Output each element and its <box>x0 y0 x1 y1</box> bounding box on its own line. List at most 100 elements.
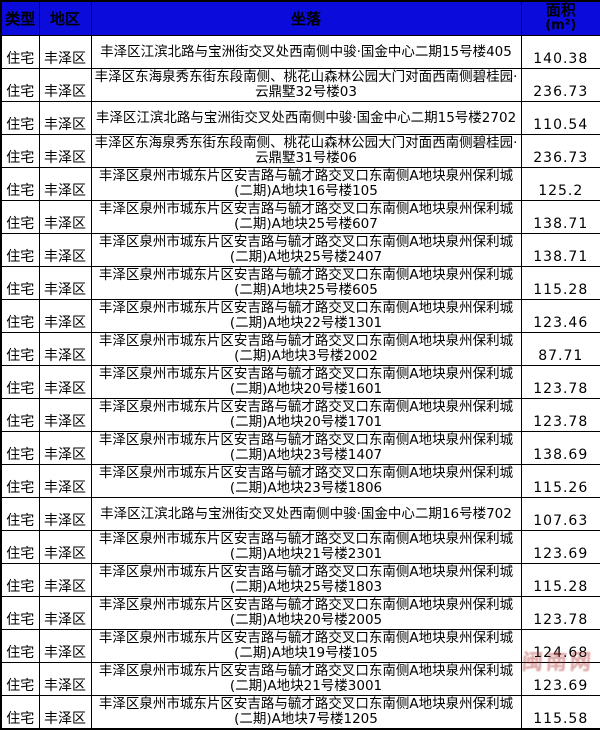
table-row: 住宅 丰泽区 丰泽区泉州市城东片区安吉路与毓才路交叉口东南侧A地块泉州保利城(二期)… <box>0 398 600 432</box>
cell-district: 丰泽区 <box>38 68 92 102</box>
table-row: 住宅 丰泽区 丰泽区江滨北路与宝洲街交叉处西南侧中骏·国金中心二期16号楼702 10… <box>0 497 600 531</box>
header-type: 类型 <box>0 0 40 36</box>
cell-location: 丰泽区泉州市城东片区安吉路与毓才路交叉口东南侧A地块泉州保利城(二期)A地块22… <box>90 299 522 333</box>
cell-district: 丰泽区 <box>38 530 92 564</box>
table-row: 住宅 丰泽区 丰泽区泉州市城东片区安吉路与毓才路交叉口东南侧A地块泉州保利城(二期)… <box>0 167 600 201</box>
table-row: 住宅 丰泽区 丰泽区东海泉秀东街东段南侧、桃花山森林公园大门对面西南侧碧桂园·云鼎墅… <box>0 68 600 102</box>
cell-type: 住宅 <box>0 134 40 168</box>
cell-location: 丰泽区江滨北路与宝洲街交叉处西南侧中骏·国金中心二期15号楼2702 <box>90 101 522 135</box>
cell-location: 丰泽区泉州市城东片区安吉路与毓才路交叉口东南侧A地块泉州保利城(二期)A地块20… <box>90 596 522 630</box>
table-row: 住宅 丰泽区 丰泽区泉州市城东片区安吉路与毓才路交叉口东南侧A地块泉州保利城(二期)… <box>0 431 600 465</box>
cell-location: 丰泽区泉州市城东片区安吉路与毓才路交叉口东南侧A地块泉州保利城(二期)A地块20… <box>90 365 522 399</box>
cell-district: 丰泽区 <box>38 365 92 399</box>
cell-district: 丰泽区 <box>38 101 92 135</box>
cell-area: 123.78 <box>520 365 600 399</box>
cell-area: 138.71 <box>520 200 600 234</box>
table-row: 住宅 丰泽区 丰泽区泉州市城东片区安吉路与毓才路交叉口东南侧A地块泉州保利城(二期)… <box>0 629 600 663</box>
cell-location: 丰泽区泉州市城东片区安吉路与毓才路交叉口东南侧A地块泉州保利城(二期)A地块20… <box>90 398 522 432</box>
header-district: 地区 <box>38 0 92 36</box>
header-area-line2: (m²) <box>545 18 577 33</box>
cell-type: 住宅 <box>0 629 40 663</box>
table-row: 住宅 丰泽区 丰泽区泉州市城东片区安吉路与毓才路交叉口东南侧A地块泉州保利城(二期)… <box>0 200 600 234</box>
cell-district: 丰泽区 <box>38 398 92 432</box>
cell-type: 住宅 <box>0 332 40 366</box>
cell-location: 丰泽区泉州市城东片区安吉路与毓才路交叉口东南侧A地块泉州保利城(二期)A地块21… <box>90 530 522 564</box>
table-row: 住宅 丰泽区 丰泽区泉州市城东片区安吉路与毓才路交叉口东南侧A地块泉州保利城(二期)… <box>0 233 600 267</box>
cell-type: 住宅 <box>0 497 40 531</box>
cell-type: 住宅 <box>0 233 40 267</box>
cell-area: 115.26 <box>520 464 600 498</box>
cell-type: 住宅 <box>0 596 40 630</box>
cell-district: 丰泽区 <box>38 464 92 498</box>
cell-district: 丰泽区 <box>38 497 92 531</box>
cell-location: 丰泽区东海泉秀东街东段南侧、桃花山森林公园大门对面西南侧碧桂园·云鼎墅32号楼0… <box>90 68 522 102</box>
table-row: 住宅 丰泽区 丰泽区泉州市城东片区安吉路与毓才路交叉口东南侧A地块泉州保利城(二期)… <box>0 266 600 300</box>
cell-location: 丰泽区江滨北路与宝洲街交叉处西南侧中骏·国金中心二期15号楼405 <box>90 35 522 69</box>
table-row: 住宅 丰泽区 丰泽区泉州市城东片区安吉路与毓才路交叉口东南侧A地块泉州保利城(二期)… <box>0 530 600 564</box>
cell-type: 住宅 <box>0 167 40 201</box>
cell-location: 丰泽区泉州市城东片区安吉路与毓才路交叉口东南侧A地块泉州保利城(二期)A地块25… <box>90 266 522 300</box>
cell-district: 丰泽区 <box>38 266 92 300</box>
table-row: 住宅 丰泽区 丰泽区泉州市城东片区安吉路与毓才路交叉口东南侧A地块泉州保利城(二期)… <box>0 596 600 630</box>
cell-location: 丰泽区东海泉秀东街东段南侧、桃花山森林公园大门对面西南侧碧桂园·云鼎墅31号楼0… <box>90 134 522 168</box>
table-row: 住宅 丰泽区 丰泽区泉州市城东片区安吉路与毓才路交叉口东南侧A地块泉州保利城(二期)… <box>0 332 600 366</box>
table-row: 住宅 丰泽区 丰泽区泉州市城东片区安吉路与毓才路交叉口东南侧A地块泉州保利城(二期)… <box>0 695 600 730</box>
cell-location: 丰泽区江滨北路与宝洲街交叉处西南侧中骏·国金中心二期16号楼702 <box>90 497 522 531</box>
cell-location: 丰泽区泉州市城东片区安吉路与毓才路交叉口东南侧A地块泉州保利城(二期)A地块23… <box>90 431 522 465</box>
cell-type: 住宅 <box>0 563 40 597</box>
cell-type: 住宅 <box>0 266 40 300</box>
cell-type: 住宅 <box>0 530 40 564</box>
cell-location: 丰泽区泉州市城东片区安吉路与毓才路交叉口东南侧A地块泉州保利城(二期)A地块21… <box>90 662 522 696</box>
cell-area: 110.54 <box>520 101 600 135</box>
cell-district: 丰泽区 <box>38 662 92 696</box>
cell-district: 丰泽区 <box>38 200 92 234</box>
cell-type: 住宅 <box>0 35 40 69</box>
cell-type: 住宅 <box>0 200 40 234</box>
cell-type: 住宅 <box>0 431 40 465</box>
cell-type: 住宅 <box>0 101 40 135</box>
cell-type: 住宅 <box>0 398 40 432</box>
cell-district: 丰泽区 <box>38 299 92 333</box>
cell-area: 138.69 <box>520 431 600 465</box>
cell-type: 住宅 <box>0 695 40 730</box>
cell-type: 住宅 <box>0 299 40 333</box>
cell-area: 107.63 <box>520 497 600 531</box>
table-row: 住宅 丰泽区 丰泽区泉州市城东片区安吉路与毓才路交叉口东南侧A地块泉州保利城(二期)… <box>0 563 600 597</box>
cell-district: 丰泽区 <box>38 134 92 168</box>
cell-area: 123.69 <box>520 530 600 564</box>
cell-area: 236.73 <box>520 134 600 168</box>
table-row: 住宅 丰泽区 丰泽区泉州市城东片区安吉路与毓才路交叉口东南侧A地块泉州保利城(二期)… <box>0 299 600 333</box>
table-row: 住宅 丰泽区 丰泽区泉州市城东片区安吉路与毓才路交叉口东南侧A地块泉州保利城(二期)… <box>0 464 600 498</box>
cell-location: 丰泽区泉州市城东片区安吉路与毓才路交叉口东南侧A地块泉州保利城(二期)A地块19… <box>90 629 522 663</box>
cell-area: 115.28 <box>520 563 600 597</box>
table-body: 住宅 丰泽区 丰泽区江滨北路与宝洲街交叉处西南侧中骏·国金中心二期15号楼405 14… <box>0 35 600 730</box>
table-header: 类型 地区 坐落 面积 (m²) <box>0 0 600 36</box>
cell-type: 住宅 <box>0 365 40 399</box>
cell-area: 123.69 <box>520 662 600 696</box>
cell-type: 住宅 <box>0 662 40 696</box>
cell-district: 丰泽区 <box>38 629 92 663</box>
table-row: 住宅 丰泽区 丰泽区泉州市城东片区安吉路与毓才路交叉口东南侧A地块泉州保利城(二期)… <box>0 365 600 399</box>
cell-location: 丰泽区泉州市城东片区安吉路与毓才路交叉口东南侧A地块泉州保利城(二期)A地块25… <box>90 563 522 597</box>
cell-district: 丰泽区 <box>38 596 92 630</box>
cell-location: 丰泽区泉州市城东片区安吉路与毓才路交叉口东南侧A地块泉州保利城(二期)A地块25… <box>90 200 522 234</box>
cell-area: 138.71 <box>520 233 600 267</box>
cell-area: 115.58 <box>520 695 600 730</box>
header-location: 坐落 <box>90 0 522 36</box>
cell-district: 丰泽区 <box>38 35 92 69</box>
cell-location: 丰泽区泉州市城东片区安吉路与毓才路交叉口东南侧A地块泉州保利城(二期)A地块23… <box>90 464 522 498</box>
cell-area: 87.71 <box>520 332 600 366</box>
cell-type: 住宅 <box>0 68 40 102</box>
cell-area: 115.28 <box>520 266 600 300</box>
table-row: 住宅 丰泽区 丰泽区东海泉秀东街东段南侧、桃花山森林公园大门对面西南侧碧桂园·云鼎墅… <box>0 134 600 168</box>
table-row: 住宅 丰泽区 丰泽区江滨北路与宝洲街交叉处西南侧中骏·国金中心二期15号楼405 14… <box>0 35 600 69</box>
cell-area: 125.2 <box>520 167 600 201</box>
cell-area: 236.73 <box>520 68 600 102</box>
header-area-line1: 面积 <box>545 2 576 19</box>
cell-district: 丰泽区 <box>38 167 92 201</box>
cell-district: 丰泽区 <box>38 332 92 366</box>
header-area: 面积 (m²) <box>520 0 600 36</box>
table-row: 住宅 丰泽区 丰泽区泉州市城东片区安吉路与毓才路交叉口东南侧A地块泉州保利城(二期)… <box>0 662 600 696</box>
cell-location: 丰泽区泉州市城东片区安吉路与毓才路交叉口东南侧A地块泉州保利城(二期)A地块3号… <box>90 332 522 366</box>
